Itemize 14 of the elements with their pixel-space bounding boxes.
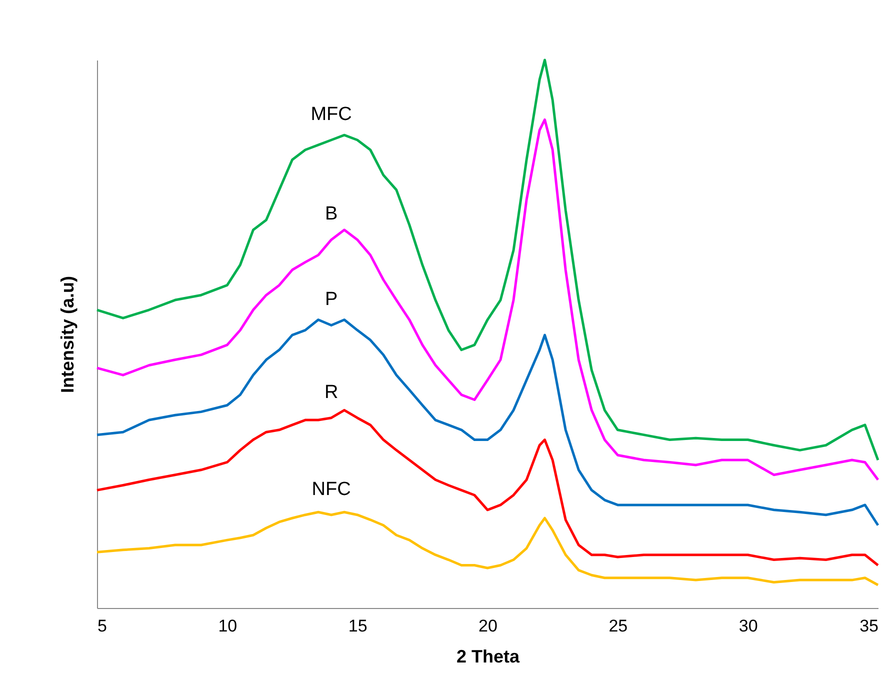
- series-label: P: [324, 289, 338, 310]
- x-tick-label: 15: [348, 616, 368, 636]
- x-tick-label: 20: [478, 616, 498, 636]
- series-label: B: [324, 204, 338, 225]
- x-tick-label: 30: [738, 616, 758, 636]
- x-tick-label: 10: [218, 616, 238, 636]
- x-axis-title: 2 Theta: [456, 646, 520, 666]
- y-axis-title: Intensity (a.u): [58, 276, 78, 394]
- x-tick-label: 35: [860, 616, 878, 636]
- x-tick-label: 5: [98, 616, 107, 636]
- series-label: NFC: [312, 478, 351, 500]
- series-label: MFC: [310, 104, 352, 126]
- x-tick-label: 25: [608, 616, 628, 636]
- series-label: R: [324, 382, 338, 403]
